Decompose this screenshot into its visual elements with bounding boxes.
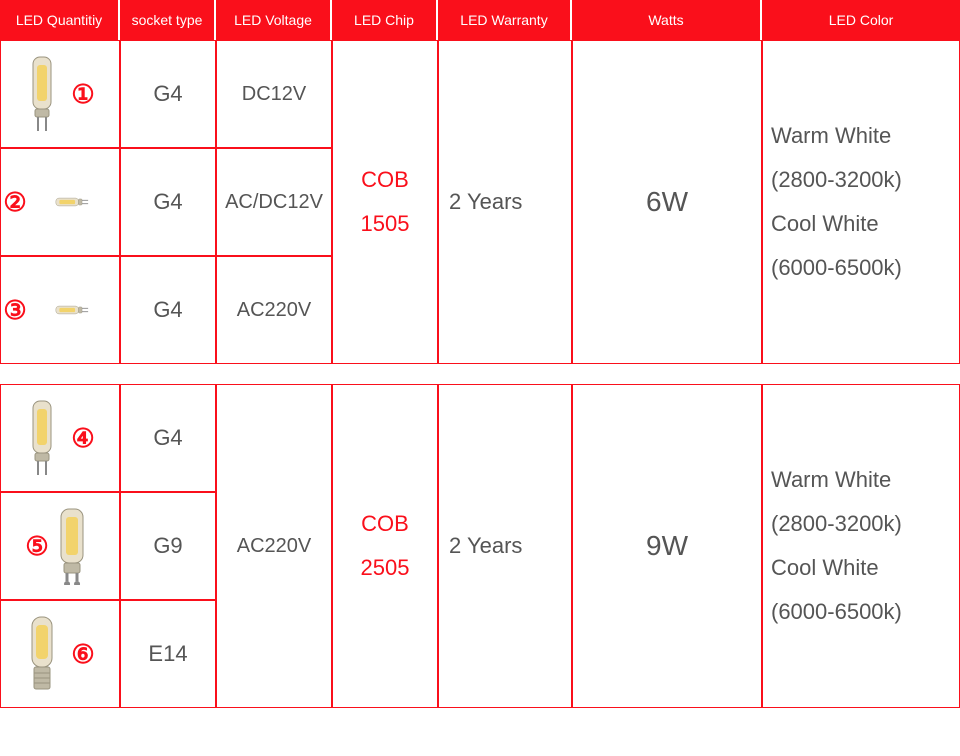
color-cell: Warm White (2800-3200k) Cool White (6000… bbox=[762, 40, 960, 364]
row-number: ⑥ bbox=[71, 639, 94, 670]
warranty-cell: 2 Years bbox=[438, 40, 572, 364]
bulb-icon bbox=[25, 55, 59, 133]
color-line: (6000-6500k) bbox=[771, 599, 902, 625]
color-line: (2800-3200k) bbox=[771, 511, 902, 537]
color-line: Cool White bbox=[771, 555, 879, 581]
group-separator bbox=[762, 364, 960, 384]
th-quantity: LED Quantitiy bbox=[0, 0, 120, 40]
th-color: LED Color bbox=[762, 0, 960, 40]
row-number: ③ bbox=[3, 295, 26, 326]
socket-cell: G4 bbox=[120, 148, 216, 256]
color-line: Warm White bbox=[771, 123, 891, 149]
chip-line1: COB bbox=[361, 511, 409, 537]
th-watts: Watts bbox=[572, 0, 762, 40]
socket-cell: G4 bbox=[120, 384, 216, 492]
bulb-icon bbox=[55, 507, 89, 585]
chip-line2: 1505 bbox=[361, 211, 410, 237]
group-separator bbox=[572, 364, 762, 384]
col-socket: G4 G4 G4 G4 G9 E14 bbox=[120, 40, 216, 756]
col-color: Warm White (2800-3200k) Cool White (6000… bbox=[762, 40, 960, 756]
voltage-cell: DC12V bbox=[216, 40, 332, 148]
color-line: (6000-6500k) bbox=[771, 255, 902, 281]
bulb-icon bbox=[55, 271, 89, 349]
color-line: (2800-3200k) bbox=[771, 167, 902, 193]
qty-cell: ② bbox=[0, 148, 120, 256]
qty-cell: ③ bbox=[0, 256, 120, 364]
watts-cell: 6W bbox=[572, 40, 762, 364]
qty-cell: ① bbox=[0, 40, 120, 148]
voltage-cell: AC220V bbox=[216, 256, 332, 364]
group-separator bbox=[120, 364, 216, 384]
row-number: ④ bbox=[71, 423, 94, 454]
warranty-cell: 2 Years bbox=[438, 384, 572, 708]
row-number: ⑤ bbox=[25, 531, 48, 562]
col-chip: COB 1505 COB 2505 bbox=[332, 40, 438, 756]
col-quantity: ① ② ③ bbox=[0, 40, 120, 756]
group-separator bbox=[0, 364, 120, 384]
th-voltage: LED Voltage bbox=[216, 0, 332, 40]
color-line: Cool White bbox=[771, 211, 879, 237]
color-line: Warm White bbox=[771, 467, 891, 493]
th-socket: socket type bbox=[120, 0, 216, 40]
socket-cell: G4 bbox=[120, 40, 216, 148]
col-warranty: 2 Years 2 Years bbox=[438, 40, 572, 756]
voltage-cell: AC220V bbox=[216, 384, 332, 708]
row-number: ① bbox=[71, 79, 94, 110]
row-number: ② bbox=[3, 187, 26, 218]
group-separator bbox=[332, 364, 438, 384]
group-separator bbox=[438, 364, 572, 384]
voltage-cell: AC/DC12V bbox=[216, 148, 332, 256]
bulb-icon bbox=[55, 163, 89, 241]
th-warranty: LED Warranty bbox=[438, 0, 572, 40]
color-cell: Warm White (2800-3200k) Cool White (6000… bbox=[762, 384, 960, 708]
socket-cell: E14 bbox=[120, 600, 216, 708]
chip-cell: COB 1505 bbox=[332, 40, 438, 364]
watts-cell: 9W bbox=[572, 384, 762, 708]
col-voltage: DC12V AC/DC12V AC220V AC220V bbox=[216, 40, 332, 756]
socket-cell: G4 bbox=[120, 256, 216, 364]
qty-cell: ④ bbox=[0, 384, 120, 492]
chip-line2: 2505 bbox=[361, 555, 410, 581]
bulb-icon bbox=[25, 615, 59, 693]
group-separator bbox=[216, 364, 332, 384]
bulb-icon bbox=[25, 399, 59, 477]
col-watts: 6W 9W bbox=[572, 40, 762, 756]
chip-line1: COB bbox=[361, 167, 409, 193]
table-body: ① ② ③ bbox=[0, 40, 960, 756]
table-header: LED Quantitiy socket type LED Voltage LE… bbox=[0, 0, 960, 40]
qty-cell: ⑤ bbox=[0, 492, 120, 600]
socket-cell: G9 bbox=[120, 492, 216, 600]
chip-cell: COB 2505 bbox=[332, 384, 438, 708]
th-chip: LED Chip bbox=[332, 0, 438, 40]
spec-table: LED Quantitiy socket type LED Voltage LE… bbox=[0, 0, 960, 756]
qty-cell: ⑥ bbox=[0, 600, 120, 708]
